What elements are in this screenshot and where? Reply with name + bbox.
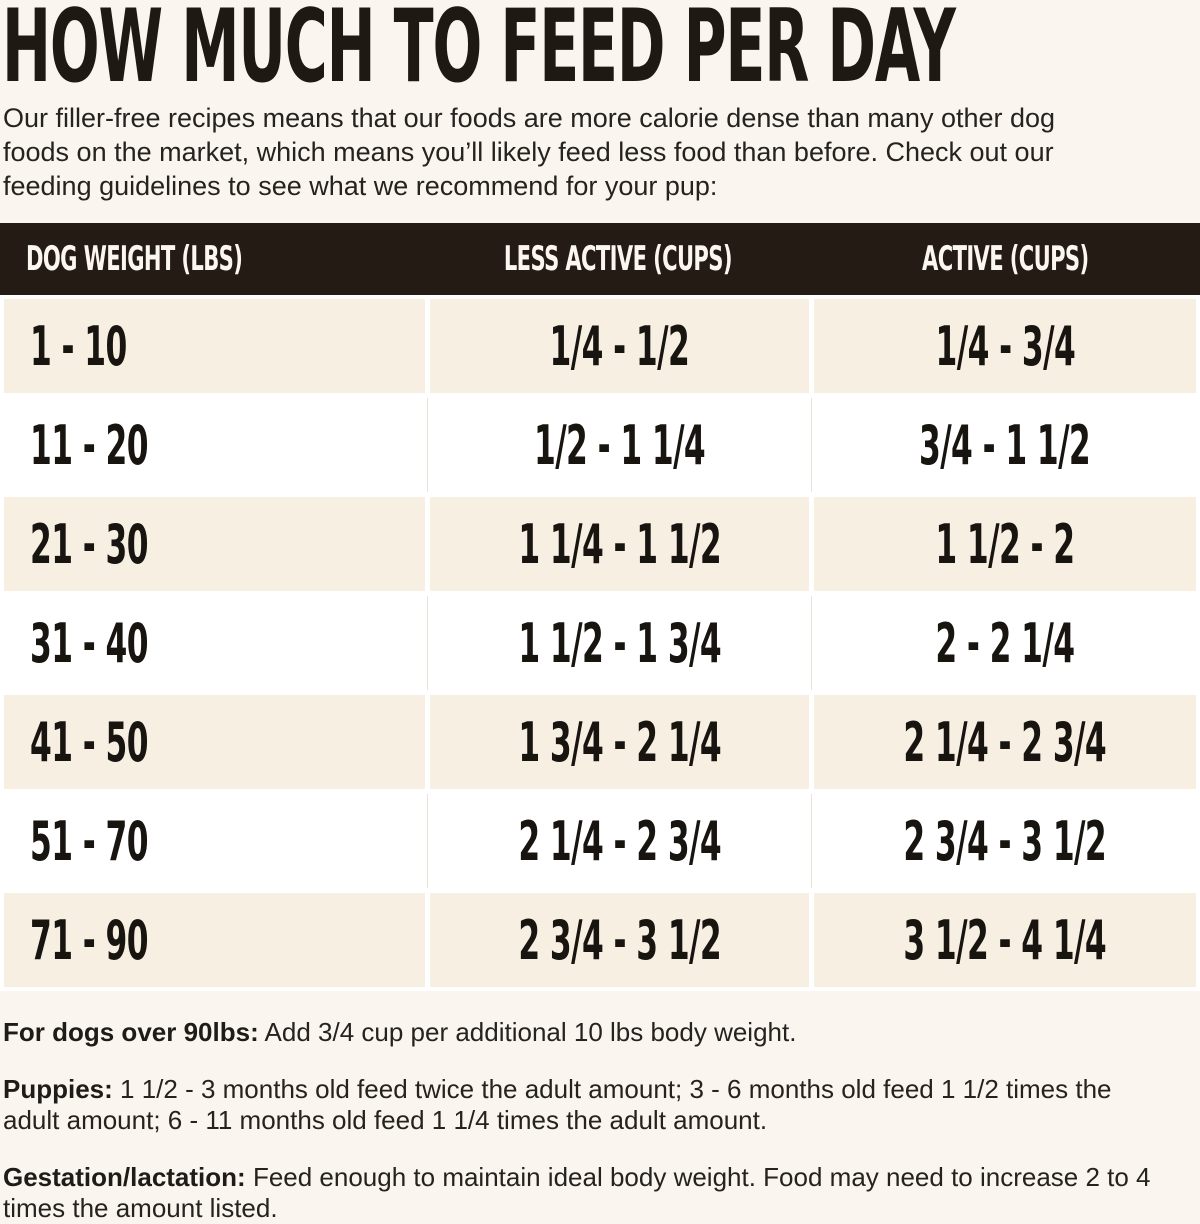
- note-label: Puppies:: [3, 1074, 113, 1104]
- less-active-cell: 1 1/4 - 1 1/2: [430, 497, 809, 591]
- weight-cell: 31 - 40: [4, 596, 425, 690]
- table-row: 41 - 50 1 3/4 - 2 1/4 2 1/4 - 2 3/4: [4, 695, 1196, 789]
- column-header-dog-weight: DOG WEIGHT (LBS): [0, 239, 425, 279]
- cell-value: 1 1/2 - 2: [935, 512, 1075, 576]
- cell-value: 1/2 - 1 1/4: [533, 413, 706, 477]
- column-header-label: ACTIVE (CUPS): [922, 239, 1089, 279]
- cell-value: 2 - 2 1/4: [935, 611, 1075, 675]
- cell-value: 1 1/2 - 1 3/4: [518, 611, 721, 675]
- cell-value: 21 - 30: [30, 512, 149, 576]
- table-row: 11 - 20 1/2 - 1 1/4 3/4 - 1 1/2: [4, 398, 1196, 492]
- cell-value: 2 1/4 - 2 3/4: [518, 809, 721, 873]
- cell-value: 3/4 - 1 1/2: [919, 413, 1091, 477]
- weight-cell: 71 - 90: [4, 893, 425, 987]
- notes-section: For dogs over 90lbs: Add 3/4 cup per add…: [3, 1017, 1171, 1224]
- column-header-active: ACTIVE (CUPS): [811, 239, 1200, 279]
- table-body: 1 - 10 1/4 - 1/2 1/4 - 3/4 11 - 20 1/2 -…: [0, 295, 1200, 991]
- table-header-row: DOG WEIGHT (LBS) LESS ACTIVE (CUPS) ACTI…: [0, 223, 1200, 295]
- less-active-cell: 1 3/4 - 2 1/4: [430, 695, 809, 789]
- column-header-label: DOG WEIGHT (LBS): [26, 239, 243, 279]
- column-header-label: LESS ACTIVE (CUPS): [504, 239, 733, 279]
- table-row: 31 - 40 1 1/2 - 1 3/4 2 - 2 1/4: [4, 596, 1196, 690]
- table-row: 71 - 90 2 3/4 - 3 1/2 3 1/2 - 4 1/4: [4, 893, 1196, 987]
- active-cell: 2 3/4 - 3 1/2: [811, 794, 1196, 888]
- note-text: 1 1/2 - 3 months old feed twice the adul…: [3, 1074, 1112, 1135]
- less-active-cell: 1/4 - 1/2: [430, 299, 809, 393]
- less-active-cell: 1 1/2 - 1 3/4: [427, 596, 809, 690]
- page-title: HOW MUCH TO FEED PER DAY: [2, 0, 956, 105]
- cell-value: 1 1/4 - 1 1/2: [518, 512, 721, 576]
- note-gestation: Gestation/lactation: Feed enough to main…: [3, 1162, 1171, 1224]
- column-header-less-active: LESS ACTIVE (CUPS): [425, 239, 811, 279]
- cell-value: 2 3/4 - 3 1/2: [518, 908, 721, 972]
- cell-value: 31 - 40: [30, 611, 149, 675]
- less-active-cell: 2 3/4 - 3 1/2: [430, 893, 809, 987]
- cell-value: 3 1/2 - 4 1/4: [903, 908, 1107, 972]
- active-cell: 3 1/2 - 4 1/4: [814, 893, 1196, 987]
- cell-value: 11 - 20: [30, 413, 149, 477]
- intro-text: Our filler-free recipes means that our f…: [3, 103, 1056, 201]
- note-label: Gestation/lactation:: [3, 1162, 246, 1192]
- cell-value: 1/4 - 1/2: [549, 314, 690, 378]
- note-puppies: Puppies: 1 1/2 - 3 months old feed twice…: [3, 1074, 1171, 1136]
- note-label: For dogs over 90lbs:: [3, 1017, 259, 1047]
- cell-value: 1/4 - 3/4: [935, 314, 1075, 378]
- cell-value: 2 1/4 - 2 3/4: [903, 710, 1107, 774]
- active-cell: 3/4 - 1 1/2: [811, 398, 1196, 492]
- weight-cell: 1 - 10: [4, 299, 425, 393]
- active-cell: 1/4 - 3/4: [814, 299, 1196, 393]
- less-active-cell: 2 1/4 - 2 3/4: [427, 794, 809, 888]
- cell-value: 1 - 10: [30, 314, 127, 378]
- table-row: 1 - 10 1/4 - 1/2 1/4 - 3/4: [4, 299, 1196, 393]
- less-active-cell: 1/2 - 1 1/4: [427, 398, 809, 492]
- table-row: 51 - 70 2 1/4 - 2 3/4 2 3/4 - 3 1/2: [4, 794, 1196, 888]
- weight-cell: 11 - 20: [4, 398, 425, 492]
- feeding-table: DOG WEIGHT (LBS) LESS ACTIVE (CUPS) ACTI…: [0, 223, 1200, 991]
- note-text: Add 3/4 cup per additional 10 lbs body w…: [264, 1017, 797, 1047]
- cell-value: 51 - 70: [30, 809, 149, 873]
- cell-value: 1 3/4 - 2 1/4: [518, 710, 721, 774]
- weight-cell: 51 - 70: [4, 794, 425, 888]
- cell-value: 41 - 50: [30, 710, 149, 774]
- cell-value: 2 3/4 - 3 1/2: [903, 809, 1107, 873]
- weight-cell: 41 - 50: [4, 695, 425, 789]
- cell-value: 71 - 90: [30, 908, 149, 972]
- active-cell: 2 - 2 1/4: [811, 596, 1196, 690]
- weight-cell: 21 - 30: [4, 497, 425, 591]
- table-row: 21 - 30 1 1/4 - 1 1/2 1 1/2 - 2: [4, 497, 1196, 591]
- active-cell: 1 1/2 - 2: [814, 497, 1196, 591]
- note-over-90lbs: For dogs over 90lbs: Add 3/4 cup per add…: [3, 1017, 1171, 1048]
- active-cell: 2 1/4 - 2 3/4: [814, 695, 1196, 789]
